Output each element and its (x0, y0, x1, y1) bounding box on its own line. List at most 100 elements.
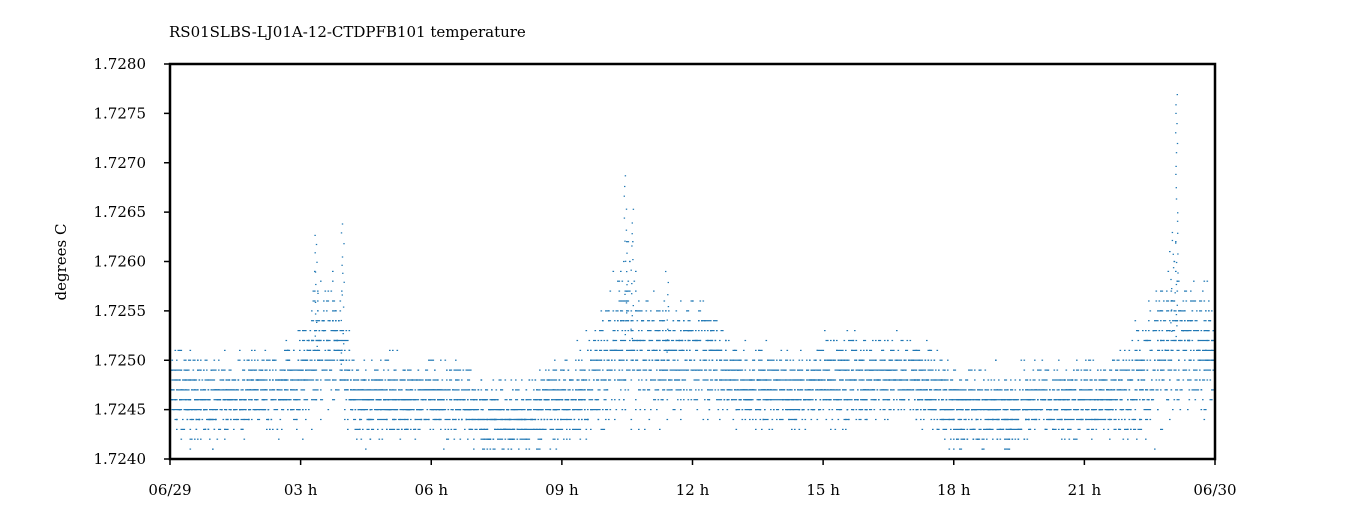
data-point (269, 428, 271, 430)
data-point (591, 359, 594, 361)
data-point (227, 418, 229, 421)
data-point (788, 418, 790, 421)
data-point (531, 418, 534, 421)
data-point (633, 280, 636, 282)
data-point (569, 409, 571, 411)
data-point (581, 409, 583, 411)
data-point (593, 369, 595, 371)
data-point (579, 409, 582, 411)
data-point (315, 320, 318, 322)
data-point (587, 349, 589, 351)
data-point (924, 409, 927, 411)
data-point (881, 389, 883, 391)
data-point (366, 409, 369, 411)
data-point (692, 339, 694, 342)
data-point (683, 399, 685, 401)
data-point (833, 339, 835, 342)
data-point (293, 399, 295, 401)
data-point (425, 379, 427, 381)
data-point (689, 349, 691, 351)
data-point (753, 369, 756, 371)
data-point (657, 310, 660, 312)
data-point (458, 379, 460, 381)
data-point (905, 349, 907, 351)
data-point (623, 320, 625, 322)
data-point (744, 369, 747, 371)
data-point (524, 428, 526, 430)
data-point (527, 418, 529, 421)
data-point (596, 399, 598, 401)
data-point (177, 379, 180, 381)
data-point (581, 369, 583, 371)
data-point (291, 389, 294, 391)
data-point (329, 320, 331, 322)
data-point (189, 349, 192, 351)
data-point (537, 438, 540, 440)
data-point (662, 369, 664, 371)
data-point (630, 349, 633, 351)
data-point (759, 418, 762, 421)
data-point (498, 379, 501, 381)
data-point (369, 389, 372, 391)
data-point (471, 389, 474, 391)
data-point (185, 359, 187, 361)
data-point (692, 300, 694, 302)
data-point (603, 359, 606, 361)
data-point (707, 339, 709, 342)
data-point (869, 359, 871, 361)
data-point (885, 399, 888, 401)
data-point (543, 399, 546, 401)
data-point (825, 339, 828, 342)
data-point (618, 300, 621, 302)
data-point (786, 399, 789, 401)
data-point (741, 369, 744, 371)
data-point (381, 438, 384, 440)
data-point (333, 399, 336, 401)
data-point (383, 389, 385, 391)
data-point (366, 428, 369, 430)
data-point (420, 409, 423, 411)
data-point (917, 389, 919, 391)
data-point (606, 349, 609, 351)
x-tick-label: 15 h (806, 481, 840, 499)
data-point (528, 438, 531, 440)
data-point (516, 428, 519, 430)
data-point (395, 379, 397, 381)
data-point (860, 389, 862, 391)
data-point (890, 409, 892, 411)
data-point (293, 389, 295, 391)
data-point (752, 389, 754, 391)
data-point (344, 379, 346, 381)
data-point (192, 418, 195, 421)
data-point (345, 379, 348, 381)
data-point (879, 409, 882, 411)
data-point (365, 448, 367, 450)
data-point (239, 399, 241, 401)
data-point (212, 379, 214, 381)
data-point (872, 369, 874, 371)
data-point (671, 349, 673, 351)
data-point (851, 369, 853, 371)
data-point (353, 418, 355, 421)
data-point (617, 310, 619, 312)
data-point (407, 379, 409, 381)
data-point (665, 349, 667, 351)
data-point (882, 379, 885, 381)
data-point (473, 389, 475, 391)
data-point (594, 349, 597, 351)
data-point (522, 399, 525, 401)
data-point (486, 389, 489, 391)
data-point (266, 399, 268, 401)
data-point (174, 399, 177, 401)
data-point (789, 418, 792, 421)
data-point (815, 389, 817, 391)
data-point (942, 409, 945, 411)
data-point (194, 379, 196, 381)
data-point (663, 320, 666, 322)
data-point (272, 369, 274, 371)
data-point (392, 389, 394, 391)
data-point (597, 339, 600, 342)
data-point (849, 389, 852, 391)
data-point (747, 389, 750, 391)
data-point (314, 270, 316, 272)
